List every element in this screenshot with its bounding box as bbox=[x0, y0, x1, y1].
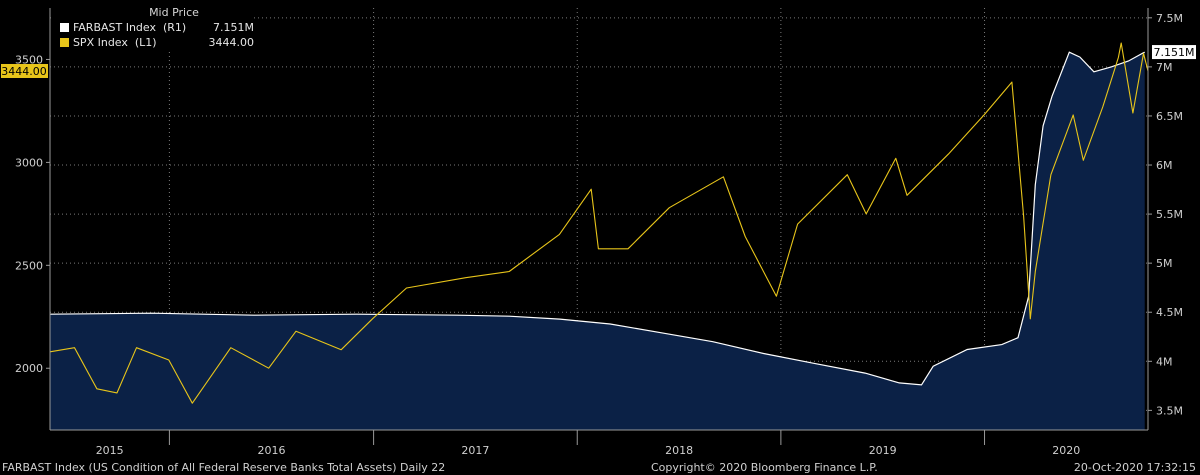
x-tick-label-5: 2020 bbox=[1052, 444, 1080, 457]
left-tick-label-0: 2000 bbox=[15, 362, 43, 375]
right-axis: 3.5M 4M 4.5M 5M 5.5M 6M 6.5M 7M 7.5M bbox=[1148, 12, 1183, 417]
farbast-area-fill bbox=[50, 52, 1145, 430]
x-tick-label-0: 2015 bbox=[96, 444, 124, 457]
farbast-last-tag-box bbox=[1152, 45, 1196, 60]
legend-label-farbast: FARBAST Index (R1) bbox=[72, 21, 187, 34]
footer: FARBAST Index (US Condition of All Feder… bbox=[0, 460, 1200, 475]
right-tick-label-1: 4M bbox=[1156, 355, 1173, 368]
legend-value-farbast: 7.151M bbox=[213, 21, 254, 34]
legend: Mid Price FARBAST Index (R1) 7.151M SPX … bbox=[54, 6, 254, 52]
footer-description: FARBAST Index (US Condition of All Feder… bbox=[2, 461, 446, 474]
last-value-tags: 3444.00 7.151M bbox=[1, 45, 1196, 78]
spx-line bbox=[49, 42, 1149, 404]
x-tick-label-2: 2017 bbox=[461, 444, 489, 457]
x-tick-label-3: 2018 bbox=[665, 444, 693, 457]
legend-swatch-farbast bbox=[60, 23, 69, 32]
left-tick-label-2: 3000 bbox=[15, 156, 43, 169]
right-tick-label-5: 6M bbox=[1156, 159, 1173, 172]
right-tick-label-8: 7.5M bbox=[1156, 12, 1183, 25]
bloomberg-chart: 2000 2500 3000 3500 3.5M 4M 4.5M 5M 5.5M 6M 6.5M 7… bbox=[1, 8, 1196, 457]
legend-value-spx: 3444.00 bbox=[208, 36, 255, 49]
legend-swatch-spx bbox=[60, 38, 69, 47]
right-tick-label-0: 3.5M bbox=[1156, 404, 1183, 417]
left-axis: 2000 2500 3000 3500 bbox=[15, 53, 50, 375]
farbast-last-tag-label: 7.151M bbox=[1154, 46, 1195, 59]
x-tick-label-1: 2016 bbox=[258, 444, 286, 457]
legend-label-spx: SPX Index (L1) bbox=[72, 36, 157, 49]
legend-item-spx: SPX Index (L1) 3444.00 bbox=[54, 35, 254, 50]
x-axis: 2015 2016 2017 2018 2019 2020 bbox=[96, 430, 1080, 457]
farbast-area bbox=[49, 51, 1145, 430]
right-tick-label-2: 4.5M bbox=[1156, 306, 1183, 319]
footer-timestamp: 20-Oct-2020 17:32:15 bbox=[1073, 461, 1196, 474]
legend-item-farbast: FARBAST Index (R1) 7.151M bbox=[54, 20, 254, 35]
x-tick-label-4: 2019 bbox=[869, 444, 897, 457]
farbast-line bbox=[49, 51, 1145, 386]
footer-copyright: Copyright© 2020 Bloomberg Finance L.P. bbox=[651, 461, 878, 474]
right-tick-label-7: 7M bbox=[1156, 61, 1173, 74]
left-tick-label-1: 2500 bbox=[15, 259, 43, 272]
right-tick-label-4: 5.5M bbox=[1156, 208, 1183, 221]
legend-header: Mid Price bbox=[149, 6, 199, 19]
spx-line-path bbox=[49, 42, 1149, 404]
spx-last-tag-label: 3444.00 bbox=[1, 65, 47, 78]
right-tick-label-3: 5M bbox=[1156, 257, 1173, 270]
plot-frame bbox=[49, 8, 1149, 431]
left-tick-label-3: 3500 bbox=[15, 53, 43, 66]
spx-last-tag-box bbox=[1, 63, 48, 78]
right-tick-label-6: 6.5M bbox=[1156, 110, 1183, 123]
